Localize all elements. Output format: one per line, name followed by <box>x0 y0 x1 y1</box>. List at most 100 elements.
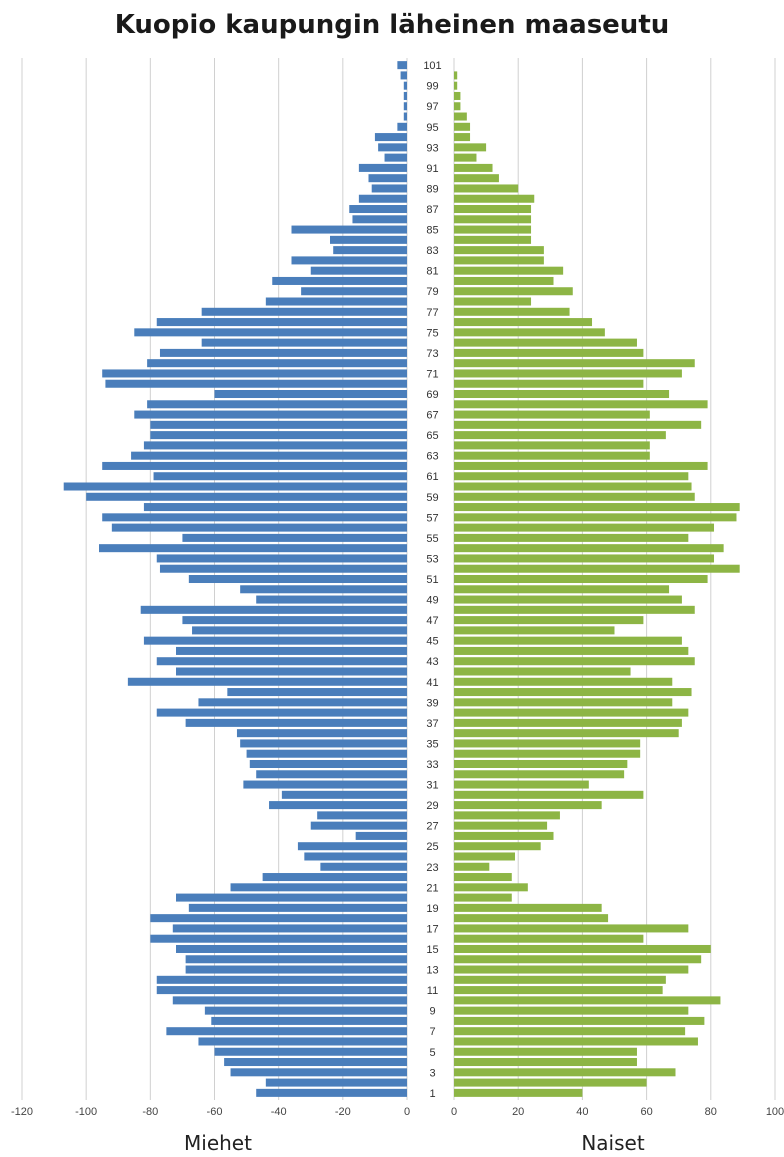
age-label: 19 <box>426 903 438 915</box>
men-bar-age-63 <box>131 451 408 460</box>
men-bar-age-91 <box>358 163 407 172</box>
women-bar-age-57 <box>454 513 737 522</box>
x-tick-label: -100 <box>75 1106 97 1118</box>
men-bar-age-25 <box>297 842 407 851</box>
men-bar-age-29 <box>269 801 407 810</box>
men-bar-age-2 <box>265 1078 407 1087</box>
men-bar-age-47 <box>182 616 407 625</box>
age-label: 61 <box>426 471 438 483</box>
women-bar-age-48 <box>454 605 695 614</box>
men-bar-age-50 <box>240 585 407 594</box>
men-bar-age-77 <box>201 307 407 316</box>
age-label: 83 <box>426 245 438 257</box>
x-tick-label: -40 <box>271 1106 287 1118</box>
women-bar-age-36 <box>454 729 679 738</box>
age-label: 59 <box>426 492 438 504</box>
women-bar-age-55 <box>454 533 689 542</box>
men-bar-age-65 <box>150 431 408 440</box>
age-label: 43 <box>426 656 438 668</box>
age-label: 53 <box>426 553 438 565</box>
age-label: 45 <box>426 636 438 648</box>
men-bar-age-64 <box>143 441 407 450</box>
men-bar-age-19 <box>188 903 407 912</box>
men-bar-age-10 <box>172 996 407 1005</box>
women-bar-age-8 <box>454 1016 705 1025</box>
age-label: 95 <box>426 122 438 134</box>
men-bar-age-17 <box>172 924 407 933</box>
women-bar-age-47 <box>454 616 644 625</box>
women-bar-age-66 <box>454 420 702 429</box>
age-label: 63 <box>426 451 438 463</box>
men-bar-age-69 <box>214 390 407 399</box>
men-bar-age-98 <box>403 91 407 100</box>
men-bar-age-35 <box>240 739 407 748</box>
women-bar-age-46 <box>454 626 615 635</box>
men-bar-age-81 <box>310 266 407 275</box>
women-bar-age-18 <box>454 914 609 923</box>
women-bar-age-73 <box>454 348 644 357</box>
x-tick-label: 0 <box>404 1106 410 1118</box>
age-label: 69 <box>426 389 438 401</box>
women-bar-age-63 <box>454 451 650 460</box>
men-bar-age-92 <box>384 153 407 162</box>
x-tick-label: -120 <box>11 1106 33 1118</box>
women-bar-age-4 <box>454 1058 637 1067</box>
men-bar-age-53 <box>156 554 407 563</box>
men-bar-age-16 <box>150 934 408 943</box>
age-label: 39 <box>426 697 438 709</box>
age-label: 9 <box>429 1006 435 1018</box>
men-bar-age-43 <box>156 657 407 666</box>
age-label: 77 <box>426 307 438 319</box>
age-label: 85 <box>426 225 438 237</box>
women-bar-age-58 <box>454 503 740 512</box>
men-bar-age-24 <box>304 852 407 861</box>
men-bar-age-89 <box>371 184 407 193</box>
women-bar-age-71 <box>454 369 682 378</box>
women-bar-age-23 <box>454 862 490 871</box>
women-axis-label: Naiset <box>581 1131 644 1155</box>
women-bar-age-95 <box>454 122 471 131</box>
men-bar-age-23 <box>320 862 407 871</box>
women-bar-age-38 <box>454 708 689 717</box>
age-label: 11 <box>427 985 438 997</box>
women-bar-age-33 <box>454 759 628 768</box>
men-bar-age-14 <box>185 955 407 964</box>
age-label: 87 <box>426 204 438 216</box>
age-label: 97 <box>426 101 438 113</box>
men-bar-age-45 <box>143 636 407 645</box>
x-tick-label: 40 <box>576 1106 588 1118</box>
men-bar-age-90 <box>368 174 407 183</box>
women-bar-age-67 <box>454 410 650 419</box>
women-bar-age-77 <box>454 307 570 316</box>
men-bar-age-1 <box>256 1088 407 1097</box>
women-bar-age-85 <box>454 225 532 234</box>
women-bar-age-74 <box>454 338 637 347</box>
age-label: 27 <box>426 821 438 833</box>
women-bar-age-75 <box>454 328 605 337</box>
women-bar-age-11 <box>454 986 663 995</box>
men-bar-age-37 <box>185 718 407 727</box>
men-bar-age-95 <box>397 122 407 131</box>
men-bar-age-84 <box>330 235 407 244</box>
men-bar-age-36 <box>236 729 407 738</box>
age-label: 91 <box>426 163 438 175</box>
x-tick-label: 20 <box>512 1106 524 1118</box>
women-bar-age-35 <box>454 739 641 748</box>
men-bar-age-31 <box>243 780 407 789</box>
men-bar-age-72 <box>147 359 407 368</box>
age-label: 51 <box>426 574 438 586</box>
age-label: 7 <box>429 1026 435 1038</box>
women-bar-age-94 <box>454 133 471 142</box>
women-bar-age-79 <box>454 287 573 296</box>
age-label: 37 <box>426 718 438 730</box>
women-bar-age-19 <box>454 903 602 912</box>
men-bar-age-56 <box>111 523 407 532</box>
men-bar-age-44 <box>176 646 407 655</box>
men-bar-age-97 <box>403 102 407 111</box>
men-bar-age-49 <box>256 595 407 604</box>
women-bar-age-65 <box>454 431 666 440</box>
men-bars <box>63 61 408 1097</box>
men-bar-age-100 <box>400 71 407 80</box>
men-bar-age-88 <box>358 194 407 203</box>
women-bar-age-41 <box>454 677 673 686</box>
